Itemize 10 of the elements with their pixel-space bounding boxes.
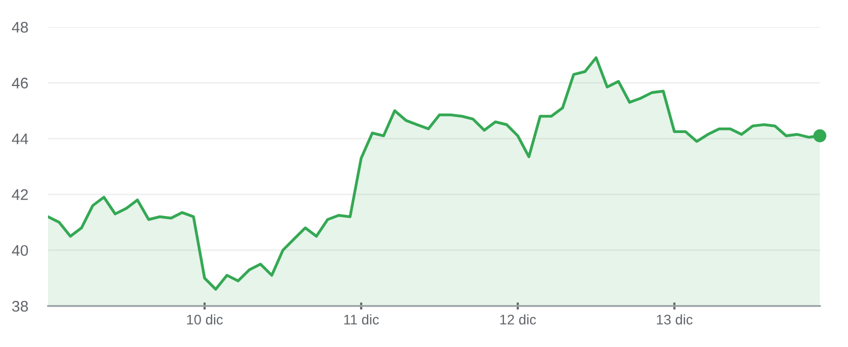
x-tick-label: 10 dic (187, 314, 223, 325)
y-tick-label: 42 (12, 189, 28, 200)
y-tick-label: 38 (12, 300, 28, 312)
y-tick-label: 44 (12, 134, 28, 144)
y-tick-label: 46 (12, 78, 28, 88)
x-tick-label: 12 dic (500, 314, 536, 325)
y-tick-label: 48 (12, 22, 28, 33)
x-tick-label: 13 dic (656, 314, 693, 325)
x-tick-label: 11 dic (344, 314, 379, 325)
y-tick-label: 40 (12, 245, 28, 256)
